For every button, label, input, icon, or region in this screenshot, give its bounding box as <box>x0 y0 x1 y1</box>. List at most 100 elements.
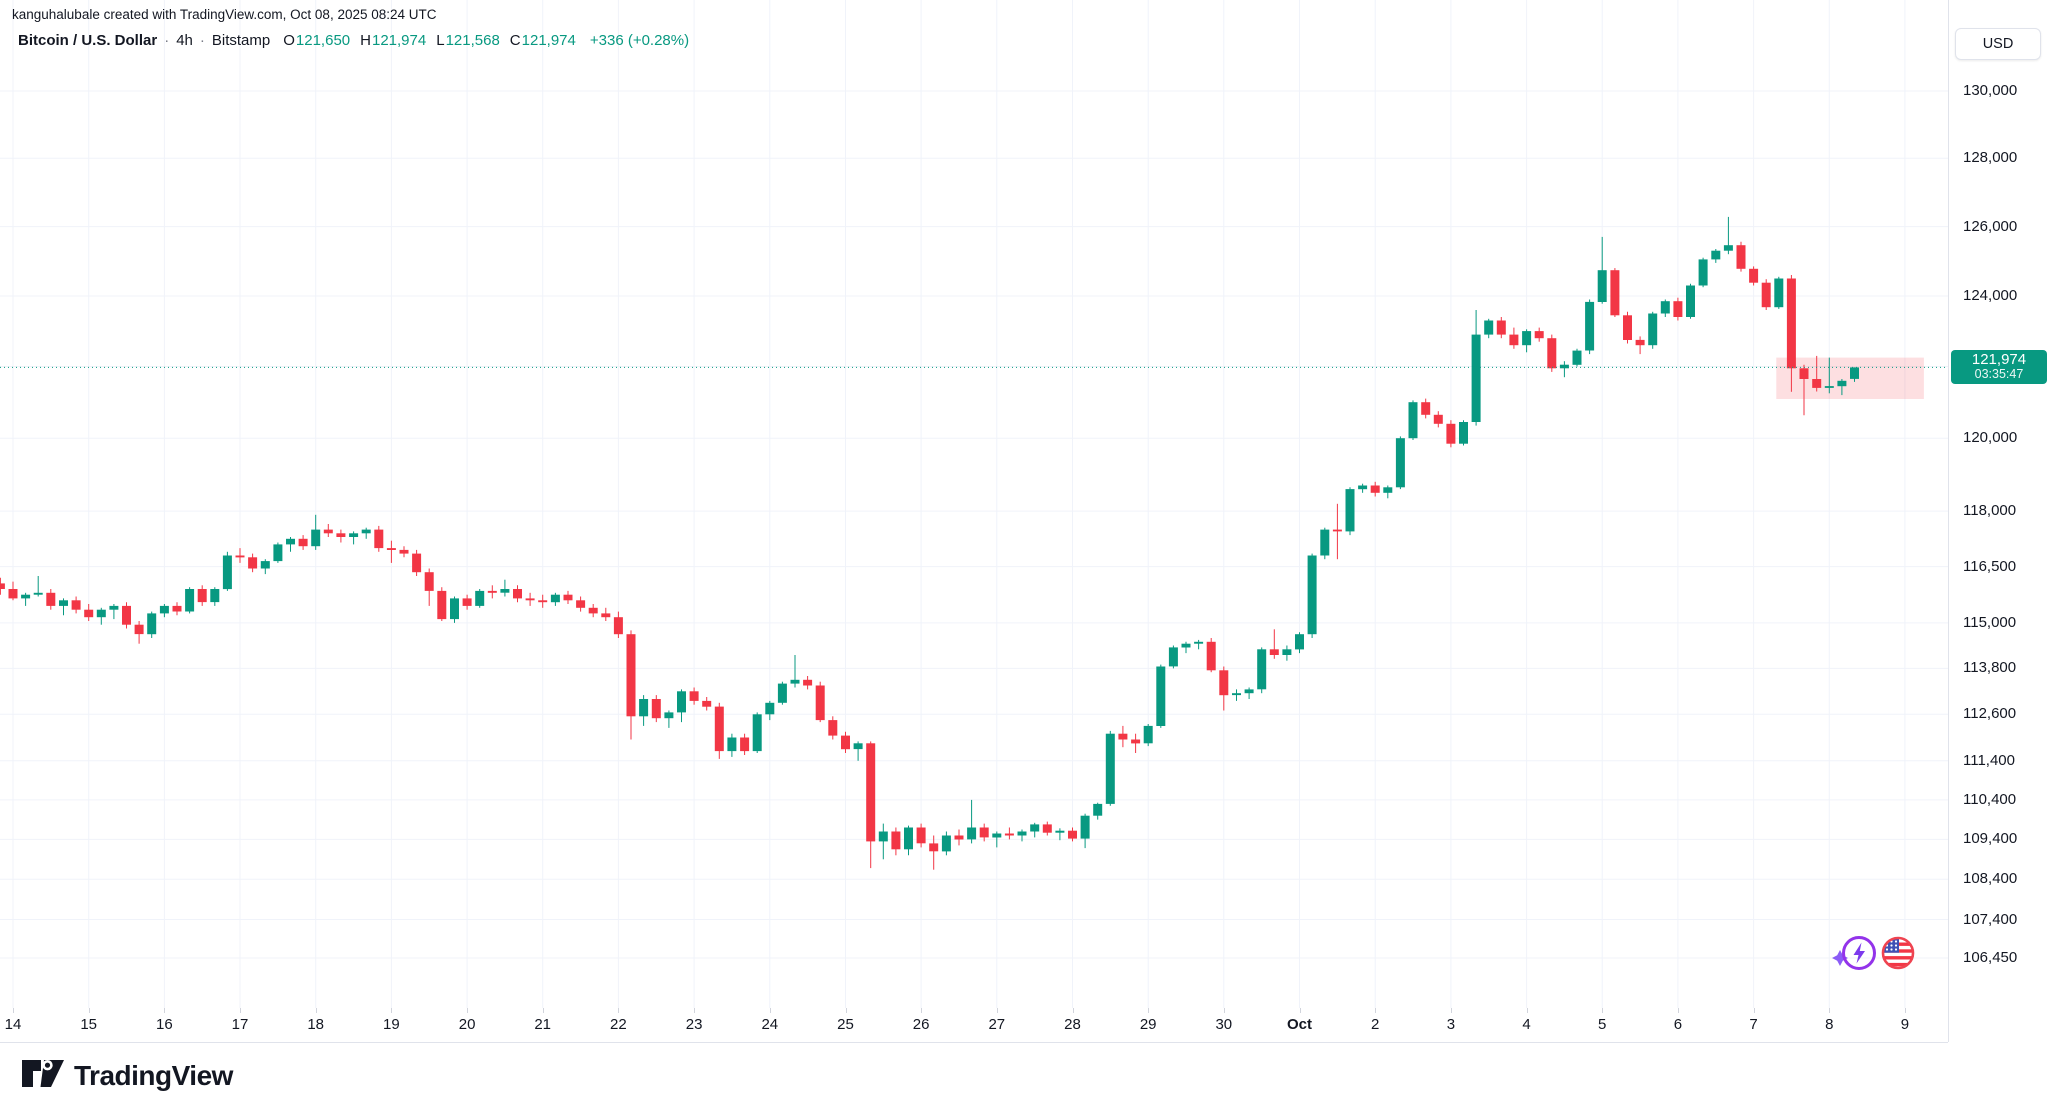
time-tick-mark <box>845 1008 847 1013</box>
close-label: C <box>509 32 521 49</box>
symbol-logo-pair <box>1832 930 1922 981</box>
time-tick-mark <box>13 1008 14 1013</box>
time-tick-label: 26 <box>912 1016 930 1033</box>
time-tick-label: 18 <box>307 1016 325 1033</box>
time-tick-label: 22 <box>610 1016 627 1033</box>
price-tick-label: 107,400 <box>1963 910 2018 928</box>
attribution-text: kanguhalubale created with TradingView.c… <box>12 7 437 22</box>
low-label: L <box>436 32 445 49</box>
price-tick-label: 111,400 <box>1963 751 2015 769</box>
time-tick-label: 14 <box>4 1016 22 1033</box>
time-tick-mark <box>542 1008 544 1013</box>
time-tick-label: 23 <box>685 1016 703 1033</box>
interval-label[interactable]: 4h <box>176 32 193 49</box>
time-tick-mark <box>391 1008 393 1013</box>
tradingview-logo[interactable]: TradingView <box>22 1060 233 1092</box>
time-tick-mark <box>1450 1008 1452 1013</box>
time-tick-mark <box>240 1008 241 1013</box>
lightning-spark-icon <box>1832 936 1876 970</box>
currency-unit-button[interactable]: USD <box>1955 28 2041 60</box>
bar-countdown: 03:35:47 <box>1974 367 2024 382</box>
price-tick-label: 120,000 <box>1963 429 2018 447</box>
tradingview-wordmark: TradingView <box>74 1060 233 1091</box>
low-value: 121,568 <box>445 32 500 49</box>
time-tick-label: 7 <box>1749 1016 1758 1033</box>
time-tick-mark <box>921 1008 923 1013</box>
change-value: +336 (+0.28%) <box>589 32 690 49</box>
time-tick-label: 5 <box>1598 1016 1607 1033</box>
price-tick-label: 128,000 <box>1963 149 2018 167</box>
time-scale[interactable]: 14 15 16 17 18 19 20 21 22 23 24 25 26 27 28 29 30 Oct 2 3 4… <box>0 1008 1948 1043</box>
close-value: 121,974 <box>521 32 576 49</box>
time-tick-label: 29 <box>1139 1016 1157 1033</box>
price-tick-label: 108,400 <box>1963 870 2018 888</box>
price-tick-label: 126,000 <box>1963 217 2018 235</box>
high-label: H <box>360 32 371 49</box>
price-tick-label: 112,600 <box>1963 705 2017 723</box>
time-tick-label: 15 <box>80 1016 98 1033</box>
candlestick-plot[interactable] <box>0 0 1948 1008</box>
price-tick-label: 116,500 <box>1963 557 2017 575</box>
tradingview-mark-icon <box>22 1060 64 1087</box>
time-tick-mark <box>1223 1008 1225 1013</box>
chart-pane[interactable] <box>0 0 1948 1008</box>
symbol-name[interactable]: Bitcoin / U.S. Dollar <box>18 32 158 49</box>
time-tick-mark <box>1072 1008 1074 1013</box>
footer-bar: TradingView <box>0 1042 2048 1117</box>
time-tick-mark <box>467 1008 469 1013</box>
time-tick-mark <box>996 1008 998 1013</box>
price-tick-label: 109,400 <box>1963 830 2018 848</box>
time-tick-label: 30 <box>1215 1016 1233 1033</box>
open-value: 121,650 <box>295 32 351 49</box>
time-tick-mark <box>769 1008 771 1013</box>
price-tick-label: 130,000 <box>1963 82 2018 99</box>
us-flag-icon <box>1881 936 1915 970</box>
time-tick-label: 9 <box>1900 1016 1910 1033</box>
time-tick-label: 2 <box>1371 1016 1380 1033</box>
time-tick-mark <box>1148 1008 1150 1013</box>
time-tick-mark <box>1602 1008 1604 1013</box>
price-tick-label: 118,000 <box>1963 502 2017 520</box>
time-tick-mark <box>618 1008 620 1013</box>
time-tick-label: 19 <box>383 1016 400 1033</box>
time-tick-mark <box>1753 1008 1755 1013</box>
price-tick-label: 124,000 <box>1963 287 2018 304</box>
time-tick-label: 6 <box>1673 1016 1683 1033</box>
ohlc-values: O 121,650 H 121,974 L 121,568 C 121,974 +336… <box>283 32 689 49</box>
time-tick-mark <box>1299 1008 1301 1013</box>
price-tick-label: 106,450 <box>1963 949 2018 966</box>
time-tick-label: 25 <box>837 1016 854 1033</box>
time-tick-mark <box>315 1008 317 1013</box>
open-label: O <box>283 32 295 49</box>
legend-separator: · <box>164 32 170 49</box>
time-tick-label: 24 <box>761 1016 779 1033</box>
time-tick-label: 8 <box>1825 1016 1834 1033</box>
price-tick-label: 115,000 <box>1963 613 2017 631</box>
time-tick-mark <box>88 1008 90 1013</box>
time-tick-label: 27 <box>988 1016 1006 1033</box>
time-tick-mark <box>1829 1008 1831 1013</box>
time-tick-label: 4 <box>1522 1016 1531 1033</box>
price-scale[interactable]: USD 121,974 03:35:47 130,000 128,000 126,0… <box>1948 0 2048 1042</box>
time-tick-mark <box>1904 1008 1906 1013</box>
time-tick-label: 21 <box>534 1016 552 1033</box>
current-price-label: 121,974 03:35:47 <box>1951 350 2047 385</box>
price-tick-label: 110,400 <box>1963 790 2017 808</box>
time-tick-label: 17 <box>231 1016 249 1033</box>
legend-separator: · <box>199 32 205 49</box>
time-tick-label: 28 <box>1064 1016 1081 1033</box>
price-tick-label: 113,800 <box>1963 659 2017 677</box>
time-tick-mark <box>1677 1008 1679 1013</box>
time-tick-mark <box>1375 1008 1377 1013</box>
time-tick-mark <box>164 1008 166 1013</box>
time-tick-label: Oct <box>1286 1016 1313 1033</box>
exchange-label[interactable]: Bitstamp <box>211 32 271 49</box>
time-tick-label: 20 <box>458 1016 476 1033</box>
time-tick-mark <box>1526 1008 1528 1013</box>
current-price-value: 121,974 <box>1971 351 2027 369</box>
time-tick-label: 3 <box>1446 1016 1456 1033</box>
time-tick-label: 16 <box>156 1016 173 1033</box>
high-value: 121,974 <box>371 32 427 49</box>
